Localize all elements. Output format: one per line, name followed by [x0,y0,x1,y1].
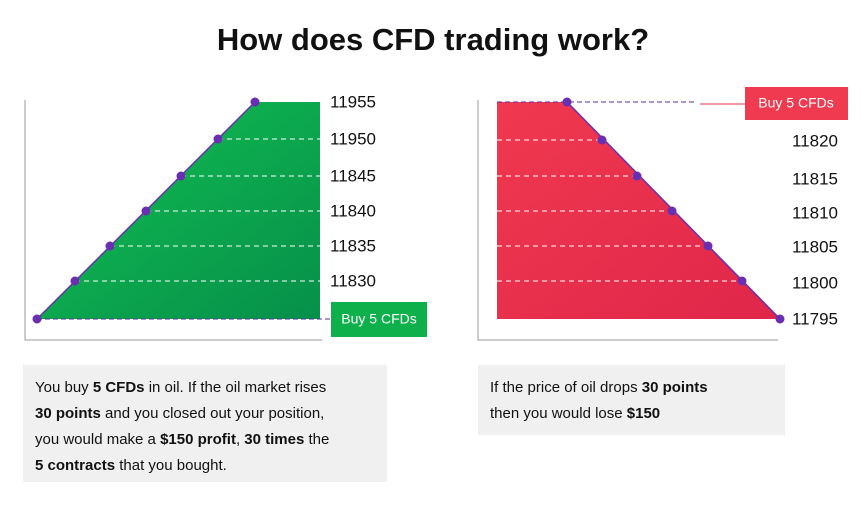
level-label: 11830 [330,271,376,290]
level-label: 11955 [330,92,376,111]
bold-text: 30 times [244,431,305,448]
level-lines [497,139,742,282]
level-label: 11840 [330,201,376,220]
text: that you bought. [115,457,227,474]
axis [24,100,322,341]
rise-area [37,102,320,319]
level-label: 11835 [330,236,376,255]
level-label: 11845 [330,166,376,185]
left-diagram: 11955 11950 11845 11840 11835 11830 Buy … [24,92,427,341]
buy-badge [331,302,427,337]
text: then you would lose [490,405,627,422]
level-label: 11950 [330,129,376,148]
text: in oil. If the oil market rises [144,379,327,396]
buy-label: Buy 5 CFDs [341,311,416,327]
caption-left: You buy 5 CFDs in oil. If the oil market… [23,365,387,482]
text: the [304,431,330,448]
level-label: 11815 [792,169,838,188]
buy-badge [745,87,848,120]
axis [477,100,778,341]
text: If the price of oil drops [490,379,642,396]
text: you would make a [35,431,161,448]
caption-line: you would make a $150 profit, 30 times t… [35,427,375,453]
drop-area [497,102,780,319]
text: , [235,431,245,448]
level-label: 11805 [792,237,838,256]
level-lines [75,138,320,282]
level-label: 11810 [792,203,838,222]
bold-text: 30 points [641,379,708,396]
caption-line: You buy 5 CFDs in oil. If the oil market… [35,375,375,401]
text: You buy [35,379,93,396]
bold-text: 30 points [35,405,101,422]
points [32,97,260,324]
points [562,97,785,324]
bold-text: 5 CFDs [92,379,145,396]
level-label: 11795 [792,309,838,328]
caption-right: If the price of oil drops 30 points then … [478,365,785,435]
bold-text: $150 profit [160,431,236,448]
buy-label: Buy 5 CFDs [758,95,833,111]
level-label: 11800 [792,273,838,292]
caption-line: If the price of oil drops 30 points [490,375,773,401]
caption-line: 5 contracts that you bought. [35,453,375,479]
text: and you closed out your position, [100,405,325,422]
bold-text: 5 contracts [35,457,116,474]
bold-text: $150 [626,405,661,422]
right-diagram: Buy 5 CFDs 11820 11815 11810 11805 11800… [477,87,848,341]
title: How does CFD trading work? [217,22,649,57]
caption-line: 30 points and you closed out your positi… [35,401,375,427]
level-label: 11820 [792,131,838,150]
caption-line: then you would lose $150 [490,401,773,427]
